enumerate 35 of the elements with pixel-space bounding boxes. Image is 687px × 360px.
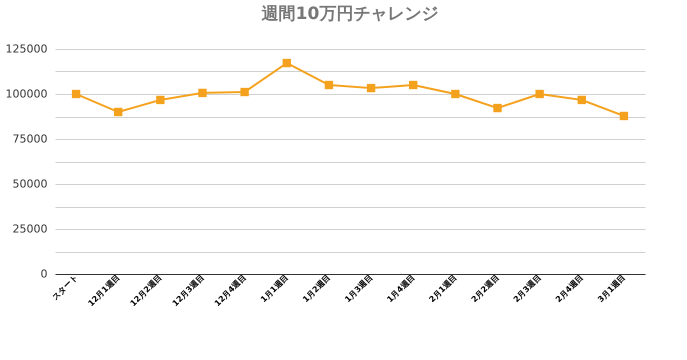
- x-tick-label: 2月4週目: [554, 272, 586, 304]
- x-tick-label: スタート: [50, 272, 80, 302]
- point: [198, 88, 207, 98]
- y-tick-label: 100000: [6, 88, 48, 100]
- point: [156, 96, 165, 104]
- x-tick-label: 2月3週目: [512, 272, 543, 304]
- point: [324, 80, 334, 90]
- x-tick-label: 1月2週目: [301, 272, 332, 304]
- point: [72, 90, 80, 98]
- point: [240, 88, 249, 96]
- point: [578, 96, 586, 104]
- point: [282, 58, 291, 68]
- y-tick-label: 50000: [12, 178, 48, 190]
- point: [535, 90, 544, 98]
- x-tick-label: 12月4週目: [212, 272, 248, 308]
- y-tick-label: 0: [40, 268, 48, 280]
- x-tick-label: 1月3週目: [343, 272, 374, 304]
- point: [451, 90, 460, 98]
- point: [409, 80, 418, 90]
- x-tick-label: 2月1週目: [427, 272, 459, 304]
- y-tick-label: 25000: [12, 222, 48, 236]
- chart-title: 週間10万円チャレンジ: [260, 4, 438, 24]
- point: [366, 84, 376, 92]
- point: [114, 108, 122, 116]
- x-tick-label: 1月4週目: [385, 272, 417, 304]
- x-tick-label: 12月3週目: [170, 272, 206, 308]
- y-tick-label: 75000: [12, 132, 48, 146]
- x-tick-label: 2月2週目: [470, 272, 501, 304]
- x-tick-label: 3月1週目: [596, 272, 628, 304]
- x-tick-label: 12月2週目: [128, 272, 164, 308]
- point: [493, 104, 502, 112]
- x-tick-label: 12月1週目: [86, 272, 122, 308]
- y-tick-label: 125000: [6, 42, 48, 56]
- x-tick-label: 1月1週目: [258, 272, 290, 304]
- point: [620, 112, 628, 120]
